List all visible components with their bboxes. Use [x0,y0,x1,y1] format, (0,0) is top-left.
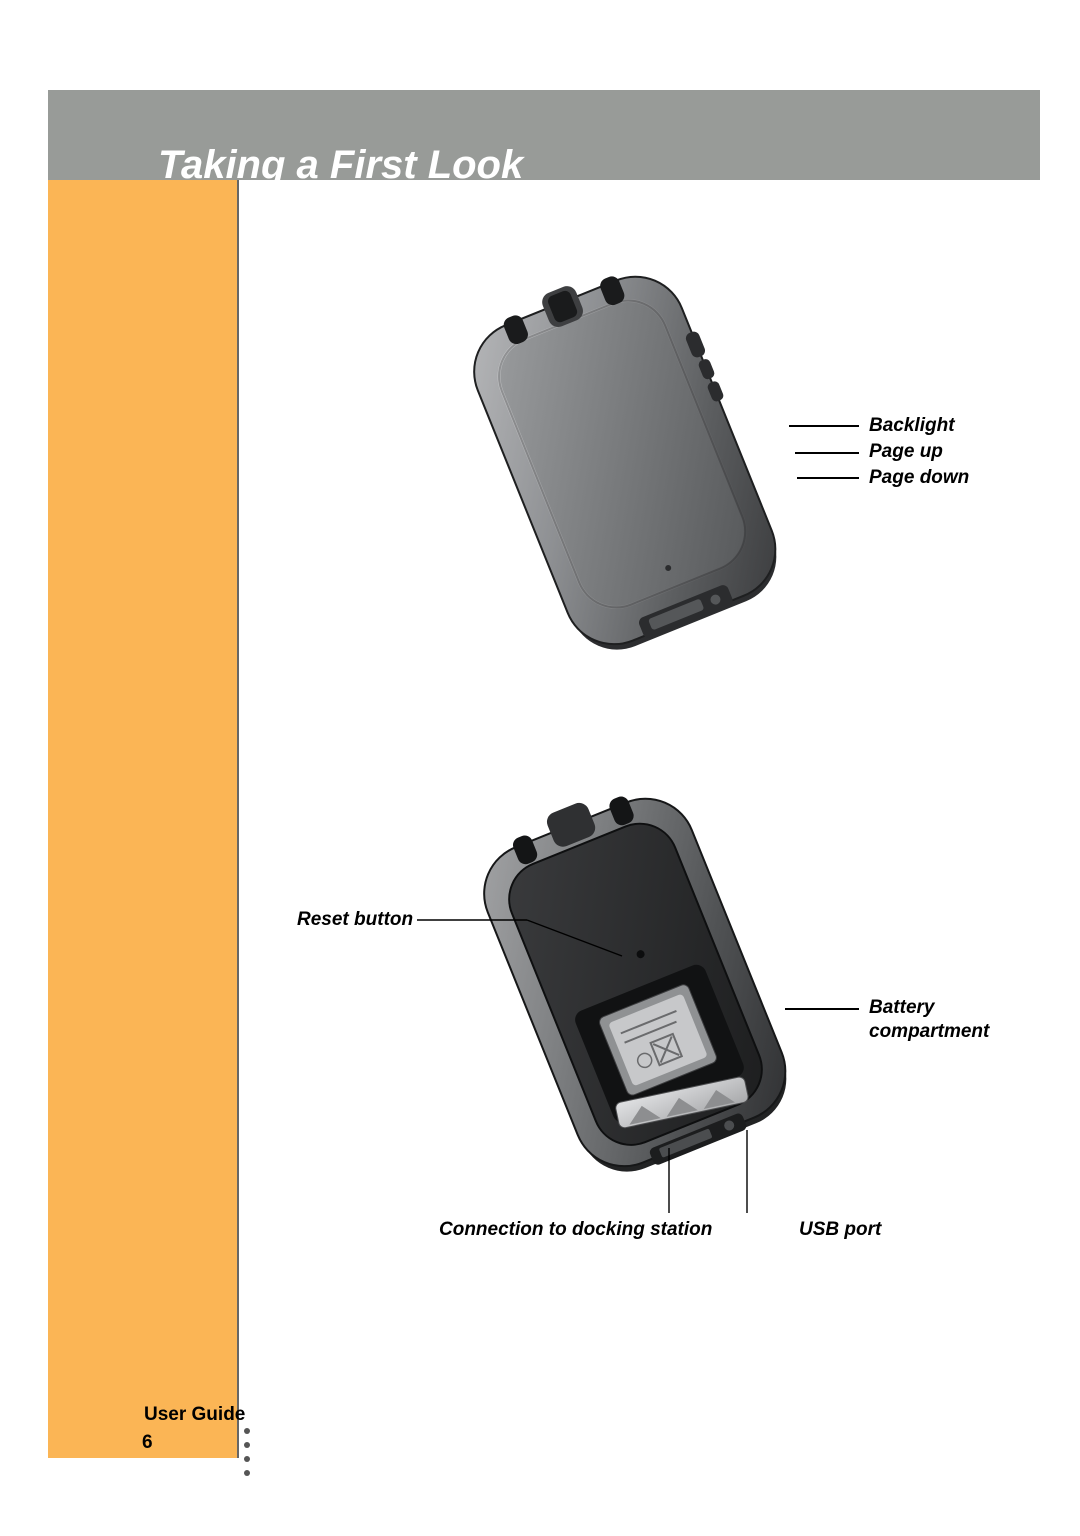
lead-line-backlight [789,425,859,427]
content-area: Backlight Page up Page down [237,180,1040,1458]
dot-icon [244,1470,250,1476]
callout-backlight: Backlight [869,414,955,438]
lead-line-battery [785,1008,859,1010]
callout-docking: Connection to docking station [439,1218,712,1242]
callout-battery-line1: Battery [869,996,934,1020]
callout-battery-line2: compartment [869,1020,989,1044]
footer-user-guide: User Guide [144,1404,245,1426]
lead-line-pagedown [797,477,859,479]
callout-page-down: Page down [869,466,969,490]
footer-dots [244,1428,250,1484]
callout-page-up: Page up [869,440,943,464]
device-top-view [447,250,807,682]
dot-icon [244,1442,250,1448]
footer-page-number: 6 [142,1432,153,1454]
callout-reset-button: Reset button [297,908,413,932]
lead-line-reset [417,910,627,970]
lead-line-docking [667,1148,671,1216]
lead-line-pageup [795,452,859,454]
sidebar-box [48,180,237,1458]
dot-icon [244,1456,250,1462]
lead-line-usb [745,1130,749,1216]
callout-usb-port: USB port [799,1218,881,1242]
manual-page: Taking a First Look [0,0,1080,1536]
device-bottom-view [457,772,817,1204]
dot-icon [244,1428,250,1434]
